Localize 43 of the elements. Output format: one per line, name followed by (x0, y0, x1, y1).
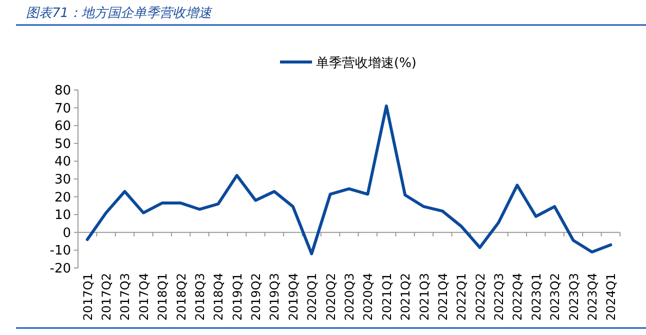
y-tick-label: 40 (54, 154, 71, 170)
x-tick-label: 2021Q1 (380, 273, 394, 321)
x-tick-label: 2018Q2 (174, 273, 188, 321)
y-tick-label: -10 (50, 244, 71, 259)
x-tick-label: 2020Q2 (324, 273, 338, 321)
x-tick-label: 2023Q3 (566, 273, 581, 321)
x-tick-label: 2019Q4 (286, 273, 300, 321)
chart-title: 图表71：地方国企单季营收增速 (26, 5, 213, 21)
x-tick-label: 2017Q2 (100, 273, 114, 321)
x-tick-label: 2020Q1 (305, 273, 320, 321)
x-tick-label: 2017Q3 (118, 273, 132, 321)
y-tick-label: 70 (54, 101, 71, 116)
x-tick-label: 2023Q4 (585, 273, 600, 321)
y-tick-label: 30 (54, 172, 71, 188)
x-tick-label: 2022Q4 (510, 273, 525, 321)
x-tick-label: 2017Q4 (136, 273, 151, 321)
line-series (86, 104, 612, 256)
legend-label: 单季营收增速(%) (316, 56, 416, 71)
x-tick-label: 2017Q1 (80, 273, 95, 321)
x-tick-label: 2022Q1 (454, 273, 469, 321)
y-tick-label: 0 (62, 226, 71, 241)
x-tick-label: 2020Q3 (342, 273, 356, 321)
x-tick-label: 2022Q2 (473, 273, 488, 321)
x-tick-label: 2021Q3 (417, 273, 432, 321)
x-tick-label: 2018Q1 (156, 273, 170, 321)
x-tick-label: 2019Q3 (268, 273, 282, 321)
y-tick-label: 50 (54, 136, 71, 152)
y-tick-label: -20 (50, 262, 71, 276)
x-tick-label: 2021Q2 (398, 273, 413, 321)
x-tick-label: 2024Q1 (604, 273, 618, 321)
x-tick-label: 2023Q1 (529, 273, 544, 321)
x-tick-label: 2023Q2 (548, 273, 562, 321)
x-tick-label: 2018Q3 (192, 273, 207, 321)
y-tick-label: 80 (54, 84, 71, 98)
y-tick-label: 10 (54, 208, 71, 224)
x-tick-label: 2018Q4 (212, 273, 226, 321)
x-tick-label: 2019Q2 (249, 273, 264, 321)
x-tick-label: 2019Q1 (230, 273, 244, 321)
x-tick-label: 2020Q4 (361, 273, 376, 321)
x-tick-label: 2022Q3 (492, 273, 506, 321)
y-tick-label: 60 (54, 119, 71, 134)
x-tick-label: 2021Q4 (436, 273, 450, 321)
y-tick-label: 20 (54, 190, 71, 206)
